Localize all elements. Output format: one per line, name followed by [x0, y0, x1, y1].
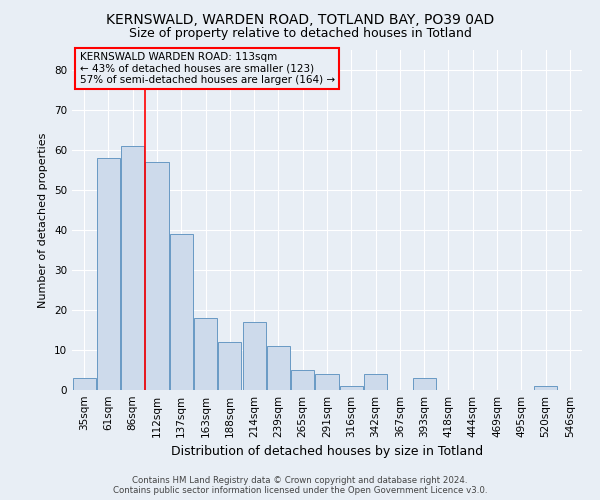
- Bar: [170, 234, 193, 390]
- Bar: [316, 374, 338, 390]
- Bar: [364, 374, 387, 390]
- Bar: [145, 162, 169, 390]
- Bar: [73, 378, 95, 390]
- Text: KERNSWALD, WARDEN ROAD, TOTLAND BAY, PO39 0AD: KERNSWALD, WARDEN ROAD, TOTLAND BAY, PO3…: [106, 12, 494, 26]
- Bar: [413, 378, 436, 390]
- Bar: [121, 146, 144, 390]
- Bar: [97, 158, 120, 390]
- Bar: [218, 342, 241, 390]
- Bar: [291, 370, 314, 390]
- Y-axis label: Number of detached properties: Number of detached properties: [38, 132, 49, 308]
- Bar: [267, 346, 290, 390]
- Text: KERNSWALD WARDEN ROAD: 113sqm
← 43% of detached houses are smaller (123)
57% of : KERNSWALD WARDEN ROAD: 113sqm ← 43% of d…: [80, 52, 335, 85]
- Bar: [340, 386, 363, 390]
- Bar: [242, 322, 266, 390]
- Text: Contains HM Land Registry data © Crown copyright and database right 2024.
Contai: Contains HM Land Registry data © Crown c…: [113, 476, 487, 495]
- Bar: [534, 386, 557, 390]
- Text: Size of property relative to detached houses in Totland: Size of property relative to detached ho…: [128, 28, 472, 40]
- Bar: [194, 318, 217, 390]
- X-axis label: Distribution of detached houses by size in Totland: Distribution of detached houses by size …: [171, 446, 483, 458]
